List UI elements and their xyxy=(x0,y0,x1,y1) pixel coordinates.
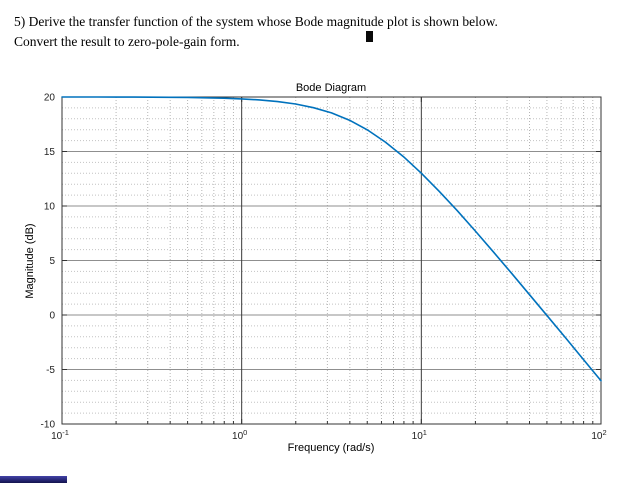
y-tick-label: 15 xyxy=(44,147,56,158)
question-line-1: 5) Derive the transfer function of the s… xyxy=(14,14,498,29)
text-cursor-artifact xyxy=(366,31,373,42)
y-tick-label: 5 xyxy=(49,256,55,267)
bode-magnitude-curve xyxy=(61,96,602,382)
y-tick-label: 10 xyxy=(44,202,56,213)
question-text: 5) Derive the transfer function of the s… xyxy=(14,12,574,53)
x-axis-label: Frequency (rad/s) xyxy=(288,442,375,454)
bottom-left-artifact xyxy=(0,476,67,483)
y-axis-label: Magnitude (dB) xyxy=(24,223,36,298)
y-tick-labels: -10 -5 0 5 10 15 20 xyxy=(41,93,56,431)
x-tick-label: 10-1 xyxy=(51,428,69,442)
x-tick-label: 101 xyxy=(412,428,427,442)
y-tick-label: 20 xyxy=(44,93,56,104)
question-line-2: Convert the result to zero-pole-gain for… xyxy=(14,34,240,50)
curve xyxy=(61,96,602,382)
x-tick-label: 102 xyxy=(591,428,606,442)
plot-area: -10 -5 0 5 10 15 20 10-1 100 101 102 xyxy=(41,93,607,443)
y-tick-label: 0 xyxy=(49,311,55,322)
x-tick-label: 100 xyxy=(232,428,247,442)
major-grid xyxy=(62,97,601,424)
y-tick-label: -5 xyxy=(46,365,55,376)
x-tick-labels: 10-1 100 101 102 xyxy=(51,428,607,442)
chart-title: Bode Diagram xyxy=(296,82,366,94)
axes-box xyxy=(61,96,602,425)
y-tick-label: -10 xyxy=(41,420,56,431)
